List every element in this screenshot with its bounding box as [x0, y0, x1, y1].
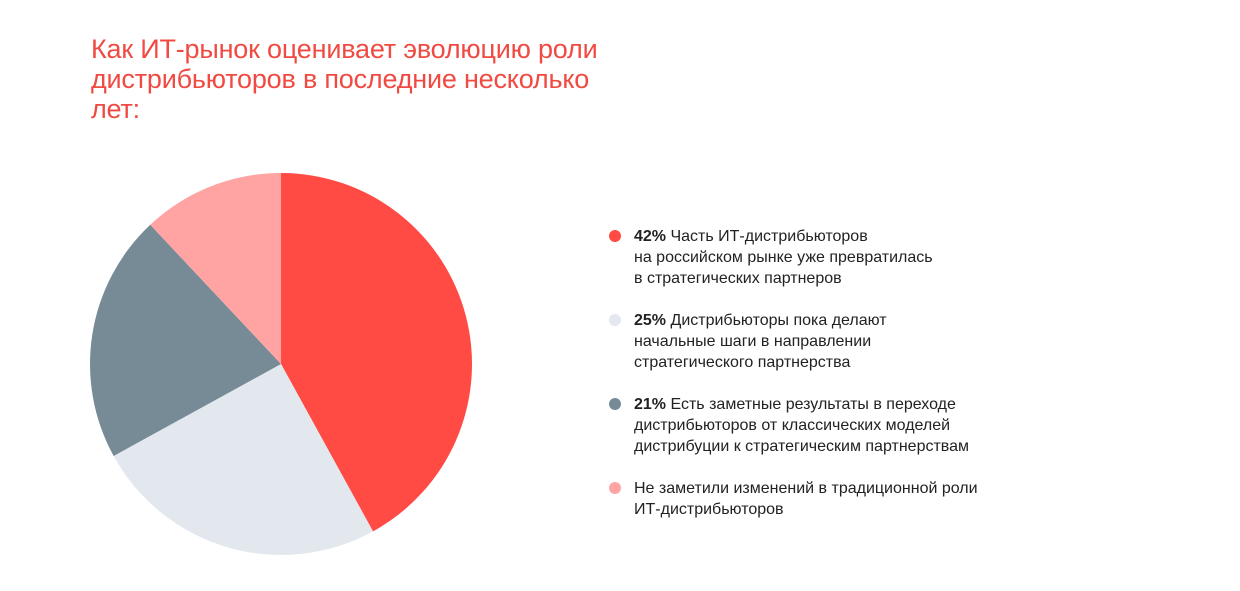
legend-text-2: Дистрибьюторы пока делают начальные шаги…: [634, 312, 887, 371]
legend-percent-2: 25%: [634, 312, 667, 329]
legend-percent-3: 21%: [634, 396, 667, 413]
legend-item-2: 25% Дистрибьюторы пока делают начальные …: [609, 310, 1169, 373]
legend-text-4: Не заметили изменений в традиционной рол…: [634, 480, 978, 518]
legend-item-4: Не заметили изменений в традиционной рол…: [609, 478, 1169, 520]
pie-slice-1: [281, 173, 473, 532]
legend-dot-2: [609, 314, 621, 326]
pie-slice-2: [113, 364, 374, 555]
pie-slices: [90, 173, 473, 555]
pie-slice-4: [150, 173, 281, 364]
pie-slice-3: [90, 224, 281, 457]
legend-text-1: Часть ИТ-дистрибьюторов на российском ры…: [634, 228, 933, 287]
legend-dot-3: [609, 398, 621, 410]
legend-item-1: 42% Часть ИТ-дистрибьюторов на российско…: [609, 226, 1169, 289]
legend-dot-4: [609, 482, 621, 494]
legend-item-3: 21% Есть заметные результаты в переходе …: [609, 394, 1169, 457]
chart-title: Как ИТ-рынок оценивает эволюцию роли дис…: [91, 34, 598, 124]
legend-percent-1: 42%: [634, 228, 667, 245]
legend-text-3: Есть заметные результаты в переходе дист…: [634, 396, 970, 455]
chart-legend: 42% Часть ИТ-дистрибьюторов на российско…: [609, 226, 1169, 520]
legend-dot-1: [609, 230, 621, 242]
